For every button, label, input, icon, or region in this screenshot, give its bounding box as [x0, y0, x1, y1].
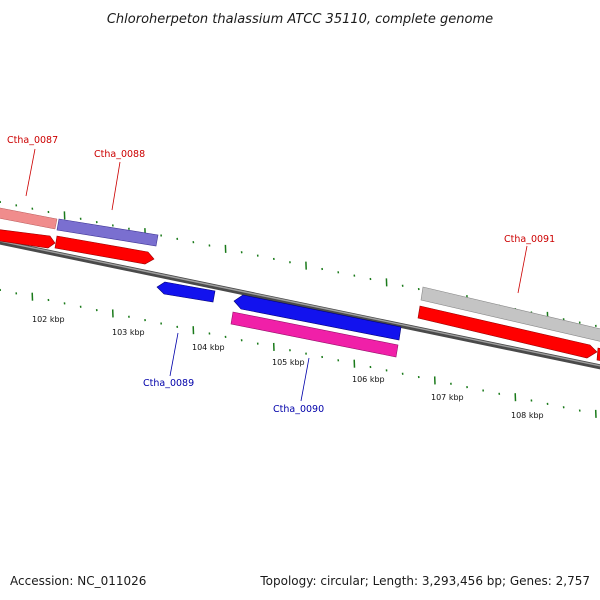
gene-label-ctha-0087[interactable]: Ctha_0087	[7, 135, 58, 146]
leader-line-ctha-0091	[517, 245, 528, 294]
cds-arrow-ctha-0090[interactable]	[233, 294, 402, 341]
leader-line-ctha-0088	[111, 161, 121, 211]
scale-label: 102 kbp	[32, 315, 65, 324]
inner-tick-row	[0, 288, 597, 418]
scale-label: 107 kbp	[431, 393, 464, 402]
protein-family-feature-ctha-0088[interactable]	[56, 218, 159, 247]
outer-tick-row	[0, 200, 597, 328]
gene-label-ctha-0088[interactable]: Ctha_0088	[94, 149, 145, 160]
cds-arrow-ctha-0089[interactable]	[156, 281, 216, 303]
genome-summary-text: Topology: circular; Length: 3,293,456 bp…	[259, 574, 590, 588]
cds-arrow-ctha-0088[interactable]	[54, 235, 155, 265]
gene-labels: Ctha_0087 Ctha_0088 Ctha_0089 Ctha_0090 …	[7, 135, 555, 415]
gene-label-ctha-0090[interactable]: Ctha_0090	[273, 404, 324, 415]
gene-feature-ctha-0090[interactable]	[230, 311, 399, 358]
scale-label: 108 kbp	[511, 411, 544, 420]
cds-arrow-ctha-0087[interactable]	[0, 229, 56, 249]
gene-label-ctha-0089[interactable]: Ctha_0089	[143, 378, 194, 389]
genome-backbone	[0, 239, 600, 370]
forward-features	[0, 207, 600, 362]
scale-label: 105 kbp	[272, 358, 305, 367]
cds-arrow-ctha-0091[interactable]	[417, 305, 598, 359]
leader-line-ctha-0090	[300, 357, 310, 402]
gene-label-ctha-0091[interactable]: Ctha_0091	[504, 234, 555, 245]
scale-label: 104 kbp	[192, 343, 225, 352]
leader-line-ctha-0087	[25, 148, 36, 197]
genome-backbone-highlight	[0, 240, 600, 367]
gene-feature-ctha-0087[interactable]	[0, 207, 58, 230]
scale-label: 103 kbp	[112, 328, 145, 337]
map-title: Chloroherpeton thalassium ATCC 35110, co…	[107, 12, 493, 27]
reverse-features	[156, 281, 402, 358]
scale-labels: 102 kbp 103 kbp 104 kbp 105 kbp 106 kbp …	[32, 315, 544, 420]
cds-arrow-ctha-0092[interactable]	[596, 347, 600, 362]
accession-text: Accession: NC_011026	[10, 574, 146, 588]
scale-label: 106 kbp	[352, 375, 385, 384]
gene-label-leaders	[25, 148, 528, 402]
leader-line-ctha-0089	[169, 332, 179, 377]
gene-feature-ctha-0091[interactable]	[420, 286, 600, 342]
